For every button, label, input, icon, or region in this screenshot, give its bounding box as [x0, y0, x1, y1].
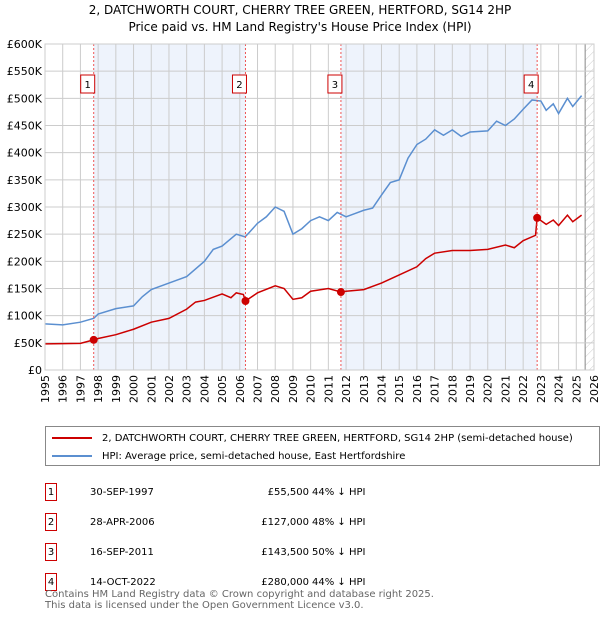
transaction-price: £280,000	[261, 577, 309, 588]
series-line	[44, 95, 583, 326]
y-tick-label: £0	[28, 364, 42, 377]
transaction-number: 2	[45, 513, 57, 531]
x-tick-label: 2023	[535, 375, 548, 403]
x-tick-label: 2022	[517, 375, 530, 403]
marker-label: 4	[528, 80, 534, 91]
sale-point	[336, 288, 345, 297]
transaction-number: 1	[45, 483, 57, 501]
transaction-row: 1 30-SEP-1997 £55,500 44% ↓ HPI	[45, 483, 445, 503]
x-tick-label: 2020	[482, 375, 495, 403]
transaction-row: 4 14-OCT-2022 £280,000 44% ↓ HPI	[45, 573, 445, 593]
sale-point	[89, 335, 98, 344]
chart-legend: 2, DATCHWORTH COURT, CHERRY TREE GREEN, …	[45, 426, 600, 466]
x-tick-label: 2019	[464, 375, 477, 403]
transaction-hpi: 44% ↓ HPI	[312, 487, 366, 498]
marker-label: 3	[332, 80, 338, 91]
y-tick-label: £400K	[7, 147, 43, 160]
legend-label: HPI: Average price, semi-detached house,…	[102, 450, 406, 462]
x-tick-label: 2021	[499, 375, 512, 403]
marker-box	[80, 74, 96, 94]
x-tick-label: 2011	[322, 375, 335, 403]
marker-label: 1	[85, 80, 91, 91]
x-tick-label: 2013	[358, 375, 371, 403]
transaction-row: 3 16-SEP-2011 £143,500 50% ↓ HPI	[45, 543, 445, 563]
y-tick-label: £50K	[14, 337, 43, 350]
x-tick-label: 2010	[305, 375, 318, 403]
transaction-price: £127,000	[261, 517, 309, 528]
transaction-number: 4	[45, 573, 57, 591]
footer: Contains HM Land Registry data © Crown c…	[45, 589, 434, 611]
marker-box	[523, 74, 539, 94]
x-tick-label: 2006	[234, 375, 247, 403]
transaction-hpi: 50% ↓ HPI	[312, 547, 366, 558]
transaction-date: 28-APR-2006	[90, 517, 155, 528]
y-tick-label: £150K	[7, 283, 43, 296]
series-line	[44, 213, 583, 345]
legend-item-property: 2, DATCHWORTH COURT, CHERRY TREE GREEN, …	[52, 430, 573, 446]
x-tick-label: 2015	[393, 375, 406, 403]
x-tick-label: 2017	[429, 375, 442, 403]
transaction-date: 14-OCT-2022	[90, 577, 156, 588]
x-tick-label: 2018	[446, 375, 459, 403]
x-tick-label: 2024	[553, 375, 566, 403]
chart-subtitle: Price paid vs. HM Land Registry's House …	[128, 20, 471, 34]
legend-swatch	[52, 437, 92, 439]
footer-licence: This data is licensed under the Open Gov…	[45, 600, 364, 611]
y-tick-label: £350K	[7, 174, 43, 187]
transaction-date: 16-SEP-2011	[90, 547, 154, 558]
x-tick-label: 1996	[57, 375, 70, 403]
transaction-number: 3	[45, 543, 57, 561]
transaction-row: 2 28-APR-2006 £127,000 48% ↓ HPI	[45, 513, 445, 533]
x-tick-label: 2000	[128, 375, 141, 403]
x-tick-label: 2004	[198, 375, 211, 403]
y-tick-label: £450K	[7, 120, 43, 133]
x-tick-label: 1995	[39, 375, 52, 403]
legend-label: 2, DATCHWORTH COURT, CHERRY TREE GREEN, …	[102, 432, 573, 444]
x-tick-label: 2005	[216, 375, 229, 403]
y-tick-label: £550K	[7, 65, 43, 78]
price-chart: 2, DATCHWORTH COURT, CHERRY TREE GREEN, …	[7, 3, 600, 403]
transaction-hpi: 48% ↓ HPI	[312, 517, 366, 528]
y-tick-label: £250K	[7, 228, 43, 241]
y-tick-label: £500K	[7, 92, 43, 105]
x-tick-label: 2007	[252, 375, 265, 403]
footer-copyright: Contains HM Land Registry data © Crown c…	[45, 589, 434, 600]
x-tick-label: 2008	[269, 375, 282, 403]
transaction-price: £143,500	[261, 547, 309, 558]
sale-point	[533, 213, 542, 222]
y-tick-label: £100K	[7, 310, 43, 323]
transaction-hpi: 44% ↓ HPI	[312, 577, 366, 588]
sale-point	[241, 296, 250, 305]
plot-frame	[44, 43, 595, 371]
chart-title: 2, DATCHWORTH COURT, CHERRY TREE GREEN, …	[89, 3, 512, 17]
legend-swatch	[52, 455, 92, 457]
x-tick-label: 2014	[375, 375, 388, 403]
x-tick-label: 1997	[74, 375, 87, 403]
x-tick-label: 2003	[181, 375, 194, 403]
transaction-price: £55,500	[267, 487, 309, 498]
x-tick-label: 2012	[340, 375, 353, 403]
y-tick-label: £600K	[7, 38, 43, 51]
marker-label: 2	[236, 80, 242, 91]
x-tick-label: 2025	[570, 375, 583, 403]
y-tick-label: £200K	[7, 255, 43, 268]
x-tick-label: 2002	[163, 375, 176, 403]
x-tick-label: 2026	[588, 375, 600, 403]
x-tick-label: 1999	[110, 375, 123, 403]
transaction-date: 30-SEP-1997	[90, 487, 154, 498]
x-tick-label: 2001	[145, 375, 158, 403]
x-tick-label: 2016	[411, 375, 424, 403]
x-tick-label: 1998	[92, 375, 105, 403]
legend-item-hpi: HPI: Average price, semi-detached house,…	[52, 448, 405, 464]
x-tick-label: 2009	[287, 375, 300, 403]
marker-box	[231, 74, 247, 94]
marker-box	[327, 74, 343, 94]
y-tick-label: £300K	[7, 201, 43, 214]
